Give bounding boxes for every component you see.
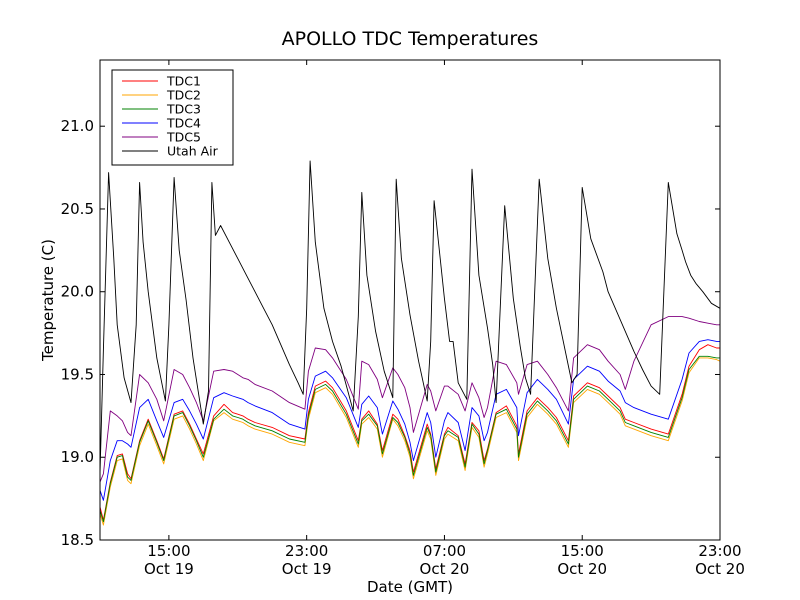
x-axis-label: Date (GMT): [367, 578, 453, 596]
legend-label-tdc1: TDC1: [166, 74, 201, 89]
y-axis-label: Temperature (C): [39, 239, 57, 362]
y-tick-label: 20.0: [61, 283, 94, 301]
x-tick-time-label: 23:00: [285, 542, 328, 560]
plot-frame: [99, 59, 721, 541]
x-tick-time-label: 15:00: [147, 542, 190, 560]
series-line-tdc5: [99, 316, 720, 483]
series-line-utah-air: [99, 160, 721, 474]
y-tick-label: 19.5: [61, 365, 94, 383]
y-tick-label: 18.5: [61, 531, 94, 549]
series-layer: [99, 160, 721, 526]
x-tick-time-label: 23:00: [698, 542, 741, 560]
legend-label-tdc2: TDC2: [166, 88, 201, 103]
legend-label-tdc5: TDC5: [166, 130, 201, 145]
x-tick-date-label: Oct 20: [695, 560, 745, 578]
legend-label-tdc3: TDC3: [166, 102, 201, 117]
legend-label-tdc4: TDC4: [166, 116, 201, 131]
series-line-tdc3: [99, 355, 720, 523]
y-tick-label: 20.5: [61, 200, 94, 218]
y-axis: 18.5 19.0 19.5 20.0 20.5 21.0: [61, 117, 720, 549]
chart-title: APOLLO TDC Temperatures: [282, 28, 539, 50]
series-line-tdc1: [99, 344, 720, 521]
y-tick-label: 19.0: [61, 448, 94, 466]
legend-label-utah-air: Utah Air: [167, 144, 219, 159]
series-line-tdc4: [99, 339, 720, 501]
x-tick-date-label: Oct 19: [282, 560, 332, 578]
legend-frame: [111, 69, 234, 166]
series-line-tdc2: [99, 357, 721, 526]
x-tick-time-label: 07:00: [423, 542, 466, 560]
x-tick-date-label: Oct 20: [557, 560, 607, 578]
x-tick-date-label: Oct 19: [144, 560, 194, 578]
x-tick-time-label: 15:00: [561, 542, 604, 560]
x-tick-date-label: Oct 20: [420, 560, 470, 578]
y-tick-label: 21.0: [61, 117, 94, 135]
